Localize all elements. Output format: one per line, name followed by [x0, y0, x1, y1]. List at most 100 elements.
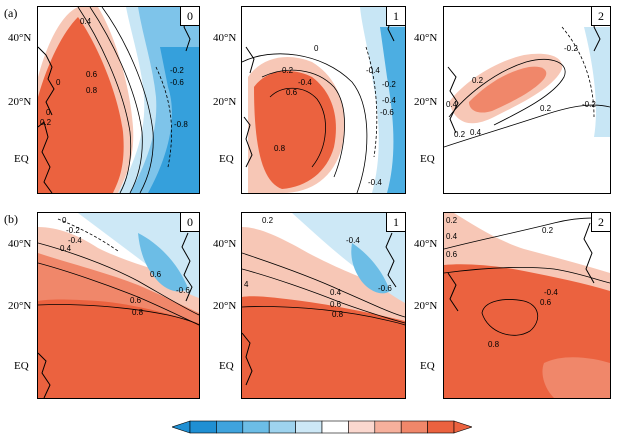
- contour-label: -0.4: [68, 236, 82, 245]
- contour-label: 0.2: [540, 104, 552, 113]
- contour-line: [444, 104, 610, 148]
- lag-label: 1: [386, 7, 405, 26]
- map-panel-b-lag1: 0.2 -0.4 4 0.4 0.6 -0.6 0.8 1: [241, 212, 406, 399]
- contour-label: -0.6: [378, 284, 392, 293]
- map-panel-a-lag0: 0.4 0 0.6 0.8 0 0.2 -0.2 -0.6 -0.8 0: [37, 6, 200, 194]
- lat-label-20n: 20°N: [414, 300, 438, 312]
- cold-core: [138, 233, 188, 292]
- contour-label: -0.4: [366, 66, 380, 75]
- contour-label: 0.6: [286, 88, 298, 97]
- coastline: [242, 332, 253, 386]
- colorbar-swatch: [374, 420, 402, 434]
- contour-label: 0.8: [274, 144, 286, 153]
- contour-label: 0.4: [446, 232, 458, 241]
- contour-line: [365, 46, 378, 158]
- coastline: [583, 222, 595, 284]
- coastline: [38, 121, 53, 193]
- lat-label-eq: EQ: [219, 153, 234, 165]
- colorbar-swatch: [216, 420, 244, 434]
- contour-label: 0: [62, 216, 67, 225]
- row-label-a: (a): [4, 6, 18, 20]
- contour-label: 0.6: [446, 250, 458, 259]
- colorbar-swatch: [189, 420, 217, 434]
- contour-line: [38, 304, 199, 326]
- lat-label-20n: 20°N: [8, 96, 32, 108]
- contour-line: [242, 306, 405, 326]
- map-a-lag2: -0.2 0.2 0.2 0.4 0.2 0.4 -0.2: [444, 14, 610, 148]
- lat-label-40n: 40°N: [213, 238, 237, 250]
- contour-label: 0.2: [542, 226, 554, 235]
- contour-label: -0.2: [564, 44, 578, 53]
- contour-line: [444, 266, 610, 284]
- lat-label-eq: EQ: [14, 360, 29, 372]
- contour-label: 0.6: [86, 70, 98, 79]
- contour-line: [261, 69, 345, 178]
- white-region: [454, 213, 610, 273]
- lat-label-40n: 40°N: [213, 32, 237, 44]
- colorbar-swatch: [268, 420, 296, 434]
- contour-label: 0.8: [132, 308, 144, 317]
- map-a-lag1: 0 0.2 -0.4 0.6 0.8 -0.4 -0.2 -0.4 -0.6 -…: [242, 7, 405, 193]
- map-panel-b-lag0: 0 -0.2 -0.4 0.4 0.6 -0.6 0.6 0.8 0: [37, 212, 200, 399]
- lat-label-20n: 20°N: [414, 96, 438, 108]
- contour-label: 0.4: [470, 128, 482, 137]
- contour-label: -0.6: [170, 78, 184, 87]
- map-a-lag0: 0.4 0 0.6 0.8 0 0.2 -0.2 -0.6 -0.8: [38, 7, 199, 193]
- contour-line: [38, 242, 199, 316]
- contour-label: 0.8: [86, 86, 98, 95]
- contour-line: [448, 59, 566, 126]
- contour-label: 0.2: [454, 130, 466, 139]
- coastline: [447, 66, 459, 134]
- coastline: [243, 116, 253, 168]
- contour-label: 0.4: [80, 17, 92, 26]
- map-panel-b-lag2: 0.2 0.4 0.2 0.6 -0.4 0.6 0.8 2: [443, 212, 611, 399]
- contour-label: 0.6: [130, 296, 142, 305]
- lat-label-40n: 40°N: [414, 32, 438, 44]
- coastline: [38, 46, 55, 116]
- warm-mid: [38, 253, 199, 323]
- contour-label: -0.4: [544, 288, 558, 297]
- colorbar: [172, 420, 472, 434]
- map-b-lag2: 0.2 0.4 0.2 0.6 -0.4 0.6 0.8: [444, 213, 610, 398]
- contour-label: 0.2: [472, 76, 484, 85]
- cold-core: [148, 47, 199, 193]
- contour-label: 0.2: [446, 216, 458, 225]
- coastline: [447, 272, 459, 312]
- lag-label: 0: [180, 213, 199, 232]
- colorbar-swatch: [242, 420, 270, 434]
- contour-line: [89, 7, 143, 193]
- contour-label: 0.2: [262, 216, 274, 225]
- contour-label: -0.6: [380, 108, 394, 117]
- contour-line: [242, 268, 405, 324]
- cold-core: [380, 27, 405, 193]
- contour-label: 0: [56, 78, 61, 87]
- warm-core: [254, 71, 336, 189]
- contour-label: 0.4: [330, 288, 342, 297]
- colorbar-arrow-high: [453, 420, 472, 434]
- contour-label: 0.6: [540, 298, 552, 307]
- colorbar-swatch: [321, 420, 349, 434]
- lat-label-eq: EQ: [420, 153, 435, 165]
- lag-label: 1: [386, 213, 405, 232]
- cold-light: [118, 7, 157, 193]
- cold-core: [351, 243, 390, 294]
- contour-label: -0.6: [176, 286, 190, 295]
- map-panel-a-lag1: 0 0.2 -0.4 0.6 0.8 -0.4 -0.2 -0.4 -0.6 -…: [241, 6, 406, 194]
- lat-label-20n: 20°N: [213, 300, 237, 312]
- coastline: [385, 232, 397, 288]
- coastline: [245, 46, 255, 74]
- contour-label: -0.4: [368, 178, 382, 187]
- warm-core: [469, 66, 547, 113]
- coastline: [181, 232, 193, 302]
- contour-line: [38, 262, 199, 326]
- contour-label: 4: [244, 280, 249, 289]
- colorbar-swatch: [400, 420, 428, 434]
- map-b-lag1: 0.2 -0.4 4 0.4 0.6 -0.6 0.8: [242, 213, 405, 398]
- contour-label: -0.8: [174, 120, 188, 129]
- contour-label: 0.6: [150, 270, 162, 279]
- colorbar-swatch: [348, 420, 376, 434]
- lag-label: 2: [591, 7, 610, 26]
- lat-label-20n: 20°N: [213, 96, 237, 108]
- contour-line: [101, 7, 154, 193]
- colorbar-swatch: [427, 420, 455, 434]
